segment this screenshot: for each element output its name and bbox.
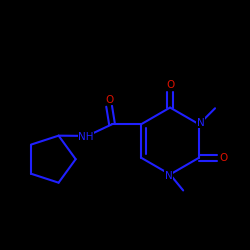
Text: O: O bbox=[105, 95, 113, 105]
Text: NH: NH bbox=[78, 132, 94, 142]
Text: O: O bbox=[166, 80, 174, 90]
Text: N: N bbox=[197, 118, 204, 128]
Text: O: O bbox=[219, 153, 228, 163]
Text: N: N bbox=[165, 171, 172, 181]
